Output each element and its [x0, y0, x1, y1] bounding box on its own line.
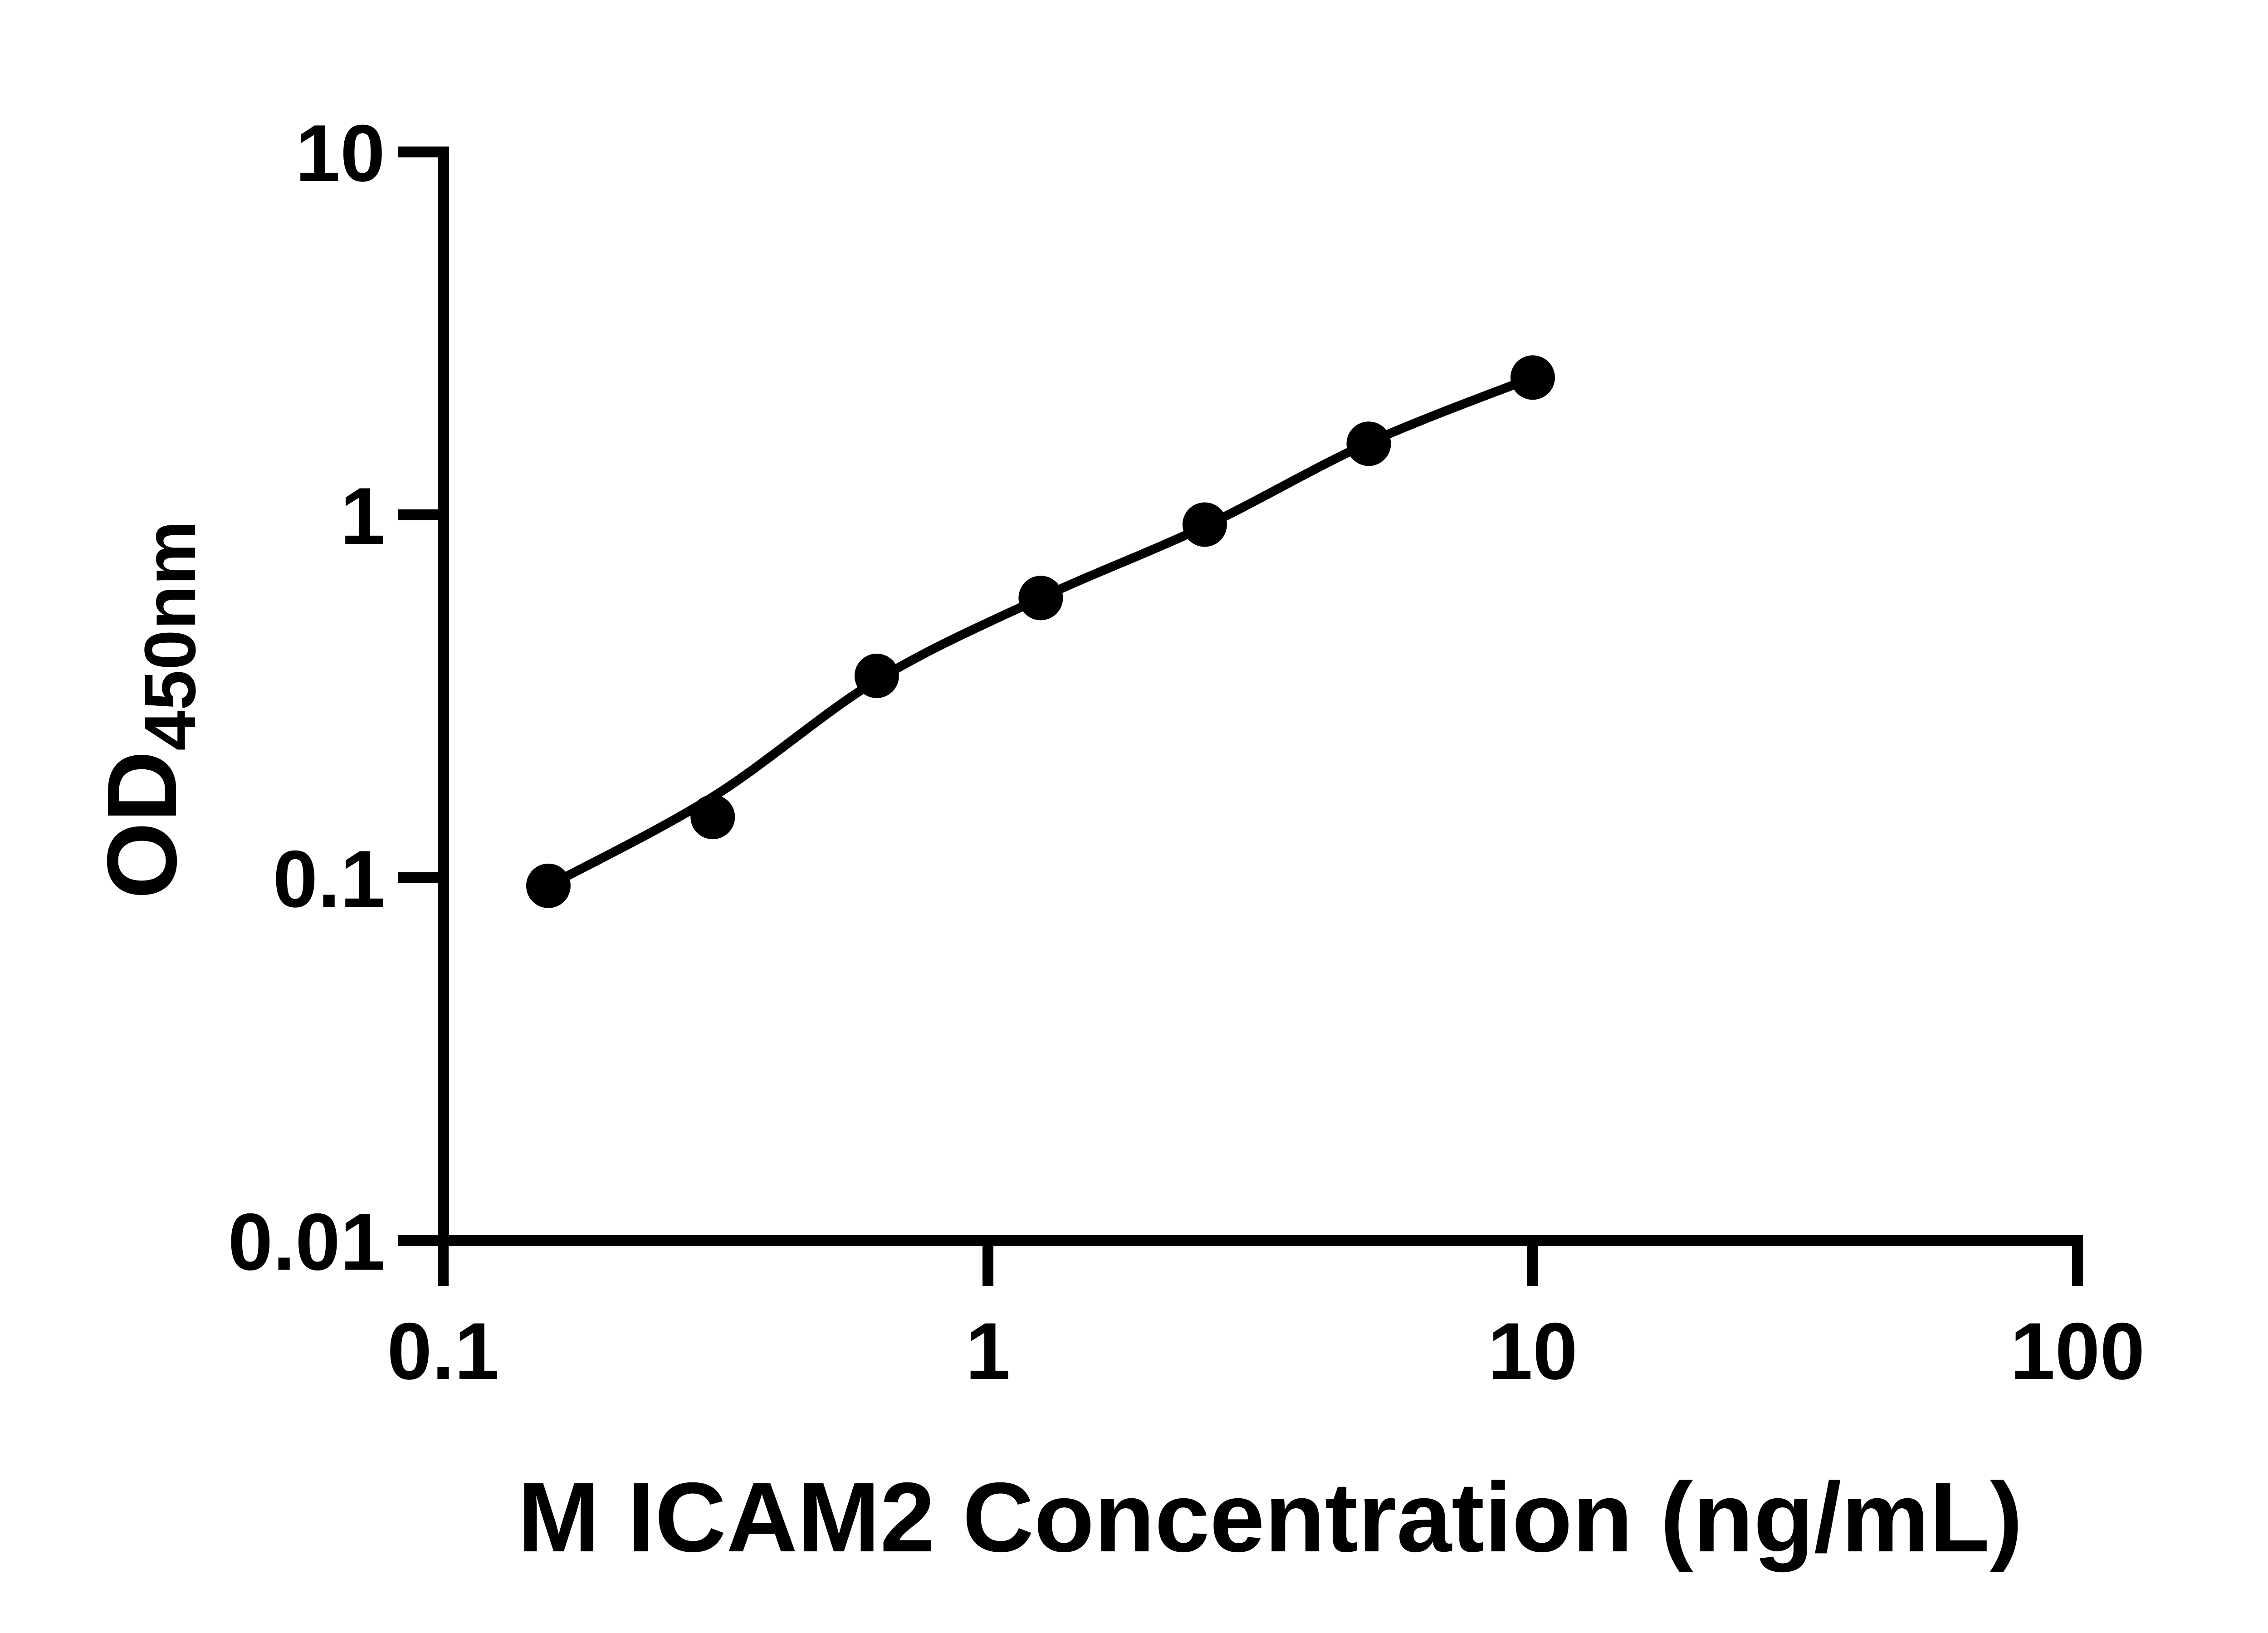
x-tick-label: 100: [2010, 1306, 2145, 1396]
data-point: [1510, 355, 1555, 400]
data-point: [1018, 576, 1063, 621]
y-axis-title: OD450nm: [87, 521, 210, 899]
data-point: [854, 653, 899, 698]
y-axis-title-subscript: 450nm: [129, 521, 210, 751]
y-tick-label: 0.01: [228, 1197, 385, 1287]
y-tick-label: 10: [295, 108, 385, 198]
data-point: [526, 863, 571, 908]
data-points-layer: [526, 355, 1555, 908]
x-tick-label: 0.1: [387, 1306, 499, 1396]
axes: [438, 147, 2083, 1246]
x-axis-title: M ICAM2 Concentration (ng/mL): [518, 1462, 2023, 1573]
x-tick-label: 10: [1488, 1306, 1578, 1396]
data-point: [1346, 421, 1391, 466]
y-axis-title-main: OD: [87, 751, 197, 899]
x-tick-label: 1: [966, 1306, 1011, 1396]
data-point: [1182, 502, 1227, 547]
y-tick-label: 0.1: [273, 834, 385, 924]
axis-ticks: [398, 147, 2083, 1286]
y-tick-label: 1: [340, 471, 385, 561]
data-point: [690, 795, 735, 840]
